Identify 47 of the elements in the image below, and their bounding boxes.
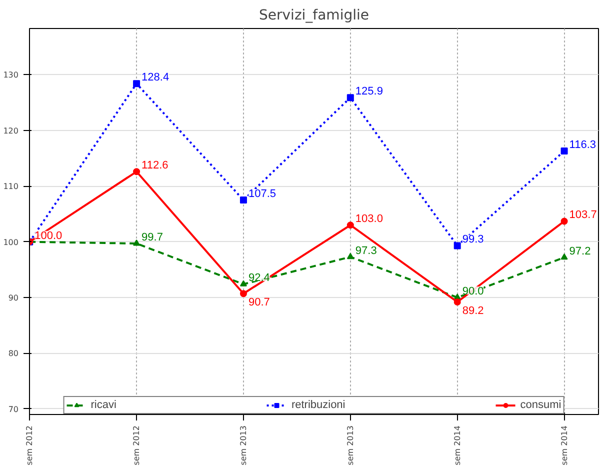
y-tick-label: 100 xyxy=(3,238,19,247)
point xyxy=(560,253,568,260)
data-label: 103.0 xyxy=(355,213,383,226)
data-label: 97.3 xyxy=(355,244,377,257)
data-label: 92.4 xyxy=(248,272,270,284)
data-label: 99.7 xyxy=(142,232,163,244)
x-tick-label: sem 2014 xyxy=(452,425,462,466)
point xyxy=(454,298,461,306)
point xyxy=(346,94,354,102)
point xyxy=(133,80,140,88)
point xyxy=(240,280,247,286)
y-tick-label: 70 xyxy=(8,404,19,414)
data-label: 90.7 xyxy=(248,296,270,309)
data-label: 99.3 xyxy=(462,234,484,246)
y-tick-label: 90 xyxy=(8,294,19,303)
data-label: 90.0 xyxy=(462,286,484,298)
data-label: 112.6 xyxy=(142,160,168,172)
point xyxy=(133,240,140,246)
chart-title: Servizi_famiglie xyxy=(259,8,369,24)
point xyxy=(240,196,247,204)
data-label: 128.4 xyxy=(142,72,170,84)
point xyxy=(346,252,354,260)
legend-label: retribuzioni xyxy=(291,399,346,411)
data-label: 125.9 xyxy=(355,86,383,98)
data-label: 116.3 xyxy=(569,139,596,152)
legend-label: consumi xyxy=(520,399,562,411)
point xyxy=(133,168,140,176)
data-label: 100.0 xyxy=(34,230,62,242)
x-tick-label: sem 2013 xyxy=(346,425,355,466)
data-label: 103.7 xyxy=(569,209,597,222)
y-tick-label: 130 xyxy=(3,70,19,80)
point xyxy=(240,290,247,298)
y-tick-label: 80 xyxy=(8,349,19,358)
legend-label: ricavi xyxy=(90,399,116,411)
y-tick-label: 110 xyxy=(3,182,19,192)
data-label: 97.2 xyxy=(569,245,591,258)
point xyxy=(346,222,354,229)
x-tick-label: sem 2012 xyxy=(25,425,34,466)
point xyxy=(454,242,461,250)
x-tick-label: sem 2014 xyxy=(560,425,569,466)
data-label: 107.5 xyxy=(248,188,276,200)
data-label: 89.2 xyxy=(462,304,484,317)
point xyxy=(560,148,568,155)
y-tick-label: 120 xyxy=(3,126,19,136)
point xyxy=(560,218,568,225)
x-tick-label: sem 2013 xyxy=(238,425,248,466)
x-tick-label: sem 2012 xyxy=(132,425,142,466)
